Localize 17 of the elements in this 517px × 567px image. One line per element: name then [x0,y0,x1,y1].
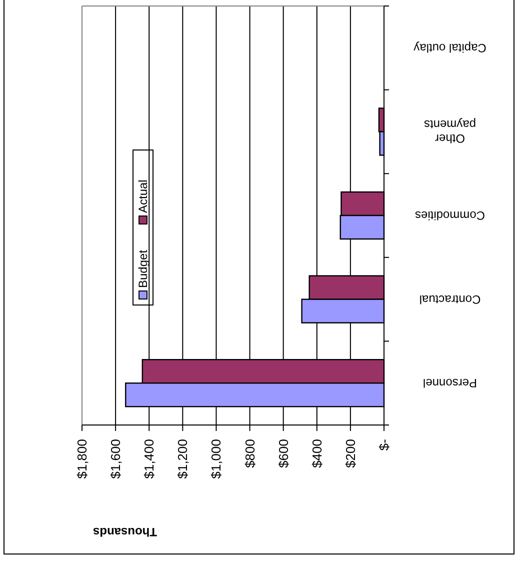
y-tick-label: Contractual [419,292,481,306]
y-tick-label: Other payments [424,118,476,146]
x-tick-label: $1,000 [208,439,224,479]
x-tick-label: $1,400 [142,439,157,479]
x-tick-label: $600 [276,439,291,468]
x-tick-label: $1,200 [175,439,190,479]
y-tick-label: Personnel [422,376,478,390]
x-tick-label: $200 [342,439,358,468]
x-tick-label: $1,600 [108,439,124,479]
x-axis-title: Thousands [92,525,158,539]
y-tick-label: Commodities [414,208,486,222]
x-tick-label: $800 [242,439,258,468]
x-tick-label: $- [376,439,392,451]
x-tick-label: $1,800 [74,439,90,479]
y-tick-label: Capital outlay [414,40,486,55]
x-tick-label: $400 [309,439,324,468]
legend: Budget Actual [132,150,154,306]
